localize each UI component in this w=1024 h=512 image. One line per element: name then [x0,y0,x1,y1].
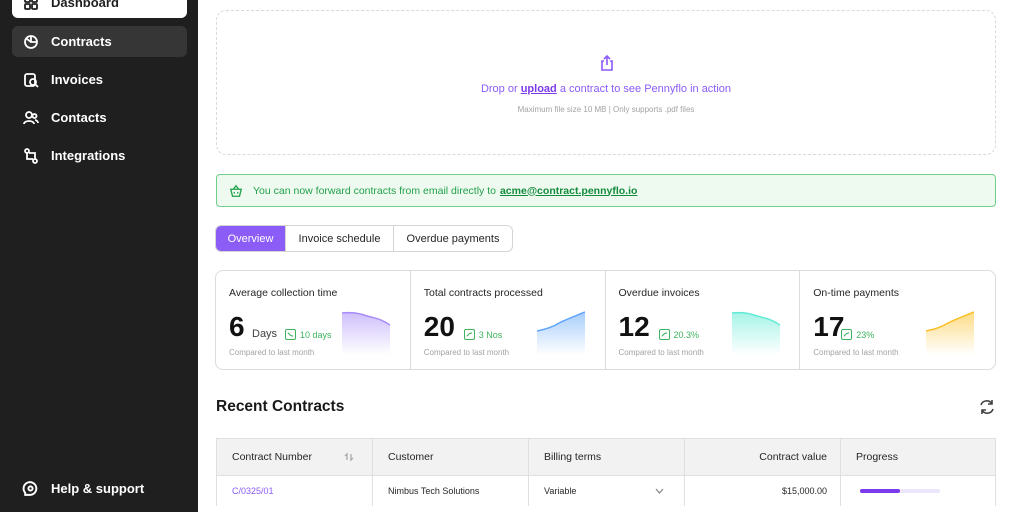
integrations-icon [22,147,40,165]
sparkline-area [342,312,390,355]
stat-card-contracts-processed: Total contracts processed 20 3 Nos Compa… [411,271,606,369]
column-billing-terms: Billing terms [529,439,685,475]
stat-value: 6 [229,311,245,342]
stat-delta-value: 20.3% [673,329,700,340]
sidebar: Dashboard Contracts Invoices Contacts In… [0,0,198,512]
forward-email-link[interactable]: acme@contract.pennyflo.io [499,184,638,197]
help-support-link[interactable]: Help & support [22,480,144,497]
contracts-icon [22,33,40,51]
column-contract-number[interactable]: Contract Number [217,439,373,475]
stat-value: 12 [618,311,650,342]
column-customer: Customer [373,439,529,475]
upload-icon [601,54,613,71]
stat-unit: Days [252,328,278,340]
stat-value: 20 [423,311,455,342]
banner-text: You can now forward contracts from email… [253,184,496,197]
stat-card-collection-time: Average collection time 6 Days 10 days C… [216,271,411,369]
sparkline-area [731,312,780,355]
sparkline [342,311,390,355]
sidebar-item-label: Integrations [51,148,126,163]
upload-instructions: Drop or upload a contract to see Pennyfl… [217,83,995,95]
table-header: Contract Number Customer Billing terms C… [216,438,996,476]
stat-delta: 10 days [285,329,332,340]
tab-overdue-payments[interactable]: Overdue payments [406,232,500,245]
sidebar-item-label: Contracts [51,34,112,49]
upload-prefix-text: Drop or [480,83,518,95]
customer-cell: Nimbus Tech Solutions [373,476,529,506]
sidebar-item-contacts[interactable]: Contacts [12,102,187,133]
stat-label: Average collection time [229,287,338,299]
sparkline-line [536,311,585,332]
sidebar-item-label: Contacts [51,110,107,125]
stat-card-overdue-invoices: Overdue invoices 12 20.3% Compared to la… [606,271,801,369]
stats-cards: Average collection time 6 Days 10 days C… [215,270,996,370]
contacts-icon [22,109,40,127]
email-forward-banner: You can now forward contracts from email… [216,174,996,207]
sparkline-line [926,311,975,332]
sidebar-item-invoices[interactable]: Invoices [12,64,187,95]
stat-card-on-time-payments: On-time payments 17 23% Compared to last… [800,271,995,369]
sparkline-area [536,312,585,355]
trend-up-icon [841,329,853,340]
stat-compare: Compared to last month [229,348,315,357]
billing-terms-select[interactable]: Variable [529,476,685,506]
sort-icon[interactable] [344,452,354,462]
sidebar-item-contracts[interactable]: Contracts [12,26,187,57]
recent-contracts-title: Recent Contracts [216,398,345,415]
invoices-icon [22,71,40,89]
dashboard-tabs: Overview Invoice schedule Overdue paymen… [215,225,513,252]
sidebar-item-dashboard[interactable]: Dashboard [12,0,187,18]
trend-up-icon [463,329,475,340]
sparkline-area [926,312,975,355]
help-support-label: Help & support [51,481,145,496]
stat-delta-value: 3 Nos [478,329,503,340]
trend-down-icon [285,329,296,340]
progress-cell [841,476,995,506]
upload-link[interactable]: upload [520,83,557,95]
stat-value: 17 [813,311,845,342]
upload-dropzone[interactable]: Drop or upload a contract to see Pennyfl… [216,10,996,155]
basket-icon [229,184,243,197]
help-icon [22,481,38,496]
sidebar-item-label: Invoices [51,72,104,87]
column-contract-value: Contract value [685,439,841,475]
stat-compare: Compared to last month [813,348,899,357]
upload-suffix-text: a contract to see Pennyflo in action [559,83,732,95]
recent-contracts-table: Contract Number Customer Billing terms C… [216,438,996,506]
tab-overview[interactable]: Overview [216,226,286,251]
trend-up-icon [658,329,670,340]
stat-delta: 3 Nos [463,329,503,340]
sparkline-line [731,311,780,326]
billing-terms-value: Variable [544,486,577,496]
stat-delta: 23% [841,329,874,340]
sparkline-line [342,311,390,326]
progress-bar [860,489,940,493]
stat-delta-value: 10 days [300,329,332,340]
chevron-down-icon [655,488,664,494]
progress-fill [860,489,900,493]
refresh-icon[interactable] [978,398,996,416]
contract-value-cell: $15,000.00 [685,476,841,506]
column-progress: Progress [856,451,899,463]
stat-label: Total contracts processed [423,287,543,299]
sidebar-item-integrations[interactable]: Integrations [12,140,187,171]
table-row[interactable]: C/0325/01 Nimbus Tech Solutions Variable… [216,476,996,506]
tab-invoice-schedule[interactable]: Invoice schedule [286,226,394,251]
stat-delta: 20.3% [658,329,700,340]
stat-delta-value: 23% [856,329,875,340]
sparkline [536,311,585,355]
sparkline [926,311,975,355]
stat-label: Overdue invoices [618,287,700,299]
stat-compare: Compared to last month [423,348,510,357]
upload-hint: Maximum file size 10 MB | Only supports … [517,105,695,114]
sparkline [731,311,780,355]
dashboard-icon [22,0,40,12]
stat-label: On-time payments [813,287,900,299]
stat-compare: Compared to last month [618,348,704,357]
column-label: Contract Number [232,451,312,463]
sidebar-item-label: Dashboard [51,0,119,10]
contract-number-link[interactable]: C/0325/01 [217,476,373,506]
